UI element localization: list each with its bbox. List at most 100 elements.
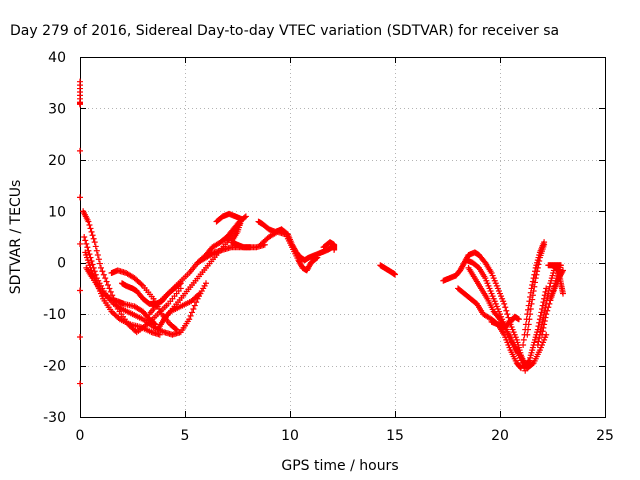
chart-title: Day 279 of 2016, Sidereal Day-to-day VTE… <box>10 23 559 39</box>
data-point <box>77 101 83 108</box>
data-point <box>191 302 198 309</box>
data-point <box>560 290 566 297</box>
data-point <box>502 304 509 311</box>
data-point <box>242 213 249 220</box>
series-track-t <box>488 313 522 330</box>
data-point <box>177 285 184 292</box>
data-point <box>172 325 179 332</box>
data-point <box>77 147 83 154</box>
data-point <box>107 288 114 295</box>
data-point <box>530 288 537 294</box>
data-point <box>542 314 549 321</box>
data-point <box>313 255 320 262</box>
plot-frame <box>80 57 606 418</box>
x-tick-label: 20 <box>491 428 509 444</box>
series-track-r <box>465 264 529 374</box>
data-point <box>193 299 200 306</box>
data-points <box>77 78 566 387</box>
y-tick-label: 0 <box>57 256 66 272</box>
data-point <box>528 300 535 307</box>
data-point <box>103 278 110 285</box>
y-tick-label: 10 <box>48 204 66 220</box>
data-point <box>541 321 548 328</box>
data-point <box>525 326 531 333</box>
data-point <box>152 321 159 328</box>
data-point <box>85 218 92 225</box>
data-point <box>505 314 512 321</box>
data-point <box>100 271 107 278</box>
data-point <box>544 307 551 314</box>
data-point <box>156 331 163 338</box>
data-point <box>543 311 550 318</box>
data-point <box>520 342 527 348</box>
data-point <box>190 306 197 312</box>
data-point <box>98 264 104 271</box>
data-point <box>105 282 111 288</box>
x-tick-label: 15 <box>386 428 404 444</box>
data-point <box>526 316 533 323</box>
series-track-i <box>161 221 243 323</box>
y-tick-label: -20 <box>43 359 66 375</box>
data-point <box>539 328 546 335</box>
x-tick-label: 25 <box>596 428 614 444</box>
data-point <box>89 232 96 239</box>
data-point <box>85 247 92 254</box>
data-point <box>529 292 536 299</box>
data-point <box>534 264 541 271</box>
data-point <box>535 338 542 345</box>
data-point <box>88 228 95 235</box>
data-point <box>81 234 88 240</box>
data-point <box>532 279 538 286</box>
data-point <box>536 258 543 264</box>
data-point <box>91 239 98 246</box>
data-point <box>531 283 538 290</box>
data-point <box>102 275 109 282</box>
series-track-k <box>213 210 254 251</box>
series-track-n <box>320 239 338 253</box>
data-point <box>173 326 180 333</box>
x-axis-label: GPS time / hours <box>281 458 398 474</box>
data-point <box>392 271 398 278</box>
data-point <box>99 268 106 275</box>
data-point <box>524 331 531 338</box>
data-point <box>529 296 536 303</box>
data-point <box>186 316 193 323</box>
series-track-e <box>83 264 159 328</box>
x-tick-label: 5 <box>181 428 190 444</box>
data-point <box>77 380 83 387</box>
y-tick-label: -30 <box>43 410 66 426</box>
series-track-y <box>547 267 566 302</box>
y-tick-label: -10 <box>43 307 66 323</box>
data-point <box>534 342 541 348</box>
y-tick-label: 20 <box>48 153 66 169</box>
data-point <box>247 244 254 251</box>
data-point <box>93 247 100 254</box>
data-point <box>90 235 97 242</box>
data-point <box>83 240 90 247</box>
series-track-v <box>524 241 548 338</box>
data-point <box>536 335 543 342</box>
x-tick-label: 10 <box>281 428 299 444</box>
data-point <box>106 285 113 292</box>
series-track-m <box>257 228 321 274</box>
data-point <box>501 300 508 307</box>
data-point <box>520 336 527 343</box>
data-point <box>515 316 522 323</box>
data-point <box>86 251 93 258</box>
data-point <box>545 262 552 269</box>
data-point <box>518 365 524 372</box>
data-point <box>77 240 83 247</box>
data-point <box>539 331 545 338</box>
data-point <box>559 268 566 275</box>
series-track-d <box>108 267 180 333</box>
data-point <box>331 246 338 253</box>
data-point <box>87 225 94 232</box>
data-point <box>503 307 510 314</box>
y-tick-label: 40 <box>48 50 66 66</box>
data-point <box>522 367 529 374</box>
data-point <box>517 364 524 371</box>
data-point <box>504 311 511 318</box>
data-point <box>541 318 548 324</box>
data-point <box>151 320 158 327</box>
